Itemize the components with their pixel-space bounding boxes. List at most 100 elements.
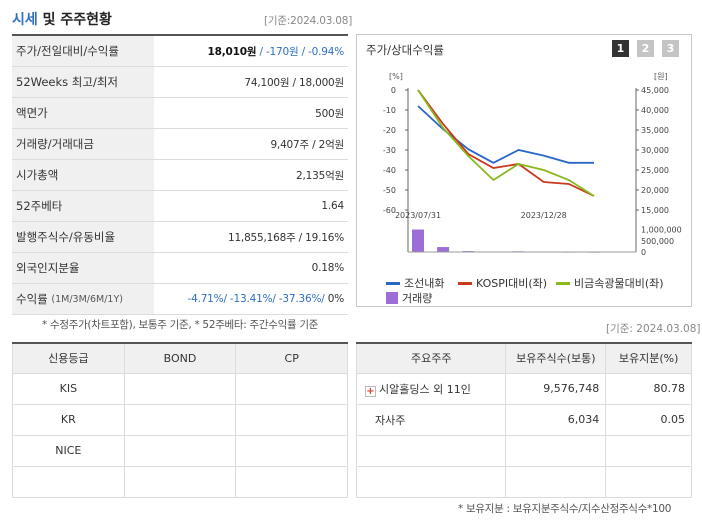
holder-name-cell: [355, 465, 507, 498]
quote-key: 액면가: [12, 98, 154, 128]
agency-cell: KIS: [12, 372, 125, 405]
series-line-0: [417, 105, 594, 164]
table-header-row: 신용등급 BOND CP: [12, 342, 348, 374]
chart-tab-1[interactable]: 1: [612, 40, 629, 57]
left-tick-label: -10: [383, 106, 396, 115]
holder-shares: [505, 434, 607, 467]
right-tick-label: 20,000: [641, 186, 669, 195]
quote-value: 2,135억원: [296, 169, 344, 182]
legend-item-volume: 거래량: [386, 290, 432, 306]
left-tick-label: -50: [383, 186, 396, 195]
legend-label: 거래량: [402, 292, 433, 305]
bond-cell: [123, 372, 237, 405]
section-title-highlight: 시세: [12, 12, 38, 28]
chart-title: 주가/상대수익률: [366, 43, 444, 57]
right-tick-label: 30,000: [641, 146, 669, 155]
holder-name[interactable]: 시알홀딩스 외 11인: [379, 382, 471, 396]
right-axis-unit: [원]: [654, 72, 668, 81]
holder-pct: [605, 465, 692, 498]
holder-pct: 80.78: [605, 372, 692, 405]
table-row: + 시알홀딩스 외 11인 9,576,748 80.78: [355, 372, 692, 405]
right-tick-label: 15,000: [641, 206, 669, 215]
left-axis-unit: [%]: [389, 72, 403, 81]
quote-row-shares: 발행주식수/유동비율 11,855,168주 / 19.16%: [12, 222, 348, 253]
legend-item-company: 조선내화: [386, 275, 444, 291]
left-tick-label: -60: [383, 206, 396, 215]
x-tick-label: 2023/07/31: [395, 211, 441, 220]
legend-item-kospi: KOSPI대비(좌): [458, 275, 547, 291]
column-header: 신용등급: [12, 342, 125, 374]
legend-swatch: [386, 292, 398, 304]
quote-value: 74,100원 / 18,000원: [244, 76, 344, 89]
holder-name-cell: 자사주: [355, 403, 507, 436]
column-header: BOND: [123, 342, 237, 374]
holder-shares: 9,576,748: [505, 372, 607, 405]
left-tick-label: 0: [391, 86, 396, 95]
reference-date: [기준:2024.03.08]: [264, 15, 353, 27]
quote-row-foreign: 외국인지분율 0.18%: [12, 253, 348, 284]
quote-row-volume: 거래량/거래대금 9,407주 / 2억원: [12, 129, 348, 160]
table-row: [12, 465, 348, 498]
legend-label: 조선내화: [404, 277, 445, 290]
quote-value: 9,407주 / 2억원: [270, 138, 344, 151]
table-header-row: 주요주주 보유주식수(보통) 보유지분(%): [355, 342, 692, 374]
column-header: 보유지분(%): [605, 342, 692, 374]
holder-pct: [605, 434, 692, 467]
volume-tick-label: 500,000: [641, 237, 674, 246]
table-row: KIS: [12, 372, 348, 405]
volume-tick-label: 0: [641, 248, 646, 257]
right-tick-label: 45,000: [641, 86, 669, 95]
right-tick-label: 25,000: [641, 166, 669, 175]
left-tick-label: -40: [383, 166, 396, 175]
table-row: [355, 434, 692, 467]
quote-key-sub: (1M/3M/6M/1Y): [51, 293, 123, 305]
volume-bar: [412, 229, 424, 252]
expand-plus-icon[interactable]: +: [365, 385, 376, 397]
chart-panel: [356, 34, 692, 307]
returns-values: -4.71%/ -13.41%/ -37.36%/: [187, 293, 325, 305]
shareholders-table: 주요주주 보유주식수(보통) 보유지분(%) + 시알홀딩스 외 11인 9,57…: [355, 342, 692, 498]
quote-row-returns: 수익률 (1M/3M/6M/1Y) -4.71%/ -13.41%/ -37.3…: [12, 284, 348, 315]
quote-key: 52주베타: [12, 191, 154, 221]
table-row: [355, 465, 692, 498]
left-tick-label: -20: [383, 126, 396, 135]
table-row: KR: [12, 403, 348, 436]
legend-swatch: [458, 281, 472, 285]
quote-key: 거래량/거래대금: [12, 129, 154, 159]
section-title-rest: 및 주주현황: [37, 12, 112, 28]
returns-tail: 0%: [324, 293, 344, 305]
cp-cell: [235, 403, 348, 436]
chart-tab-2[interactable]: 2: [637, 40, 654, 57]
legend-label: KOSPI대비(좌): [476, 277, 548, 290]
holder-shares: [505, 465, 607, 498]
quote-key: 발행주식수/유동비율: [12, 222, 154, 252]
quote-row-beta: 52주베타 1.64: [12, 191, 348, 222]
volume-tick-label: 1,000,000: [641, 226, 682, 235]
agency-cell: NICE: [12, 434, 125, 467]
holder-name: 자사주: [375, 413, 406, 427]
chart-tab-3[interactable]: 3: [662, 40, 679, 57]
quote-row-par-value: 액면가 500원: [12, 98, 348, 129]
price-change: / -170원 / -0.94%: [256, 45, 344, 58]
bond-cell: [123, 434, 237, 467]
right-tick-label: 40,000: [641, 106, 669, 115]
series-line-1: [417, 89, 595, 197]
column-header: 보유주식수(보통): [505, 342, 607, 374]
cp-cell: [235, 465, 348, 498]
series-line-2: [417, 89, 595, 197]
quote-key: 외국인지분율: [12, 253, 154, 283]
quote-value: 18,010원 / -170원 / -0.94%: [154, 44, 348, 59]
quote-key: 시가총액: [12, 160, 154, 190]
quote-footnote: * 수정주가(차트포함), 보통주 기준, * 52주베타: 주간수익률 기준: [42, 319, 319, 331]
table-row: 자사주 6,034 0.05: [355, 403, 692, 436]
right-tick-label: 35,000: [641, 126, 669, 135]
quote-row-52weeks: 52Weeks 최고/최저 74,100원 / 18,000원: [12, 67, 348, 98]
reference-date-2: [기준: 2024.03.08]: [606, 323, 701, 335]
quote-key: 수익률 (1M/3M/6M/1Y): [12, 284, 154, 314]
shareholders-footnote: * 보유지분 : 보유지분주식수/지수산정주식수*100: [458, 503, 672, 515]
quote-row-price: 주가/전일대비/수익률 18,010원 / -170원 / -0.94%: [12, 36, 348, 67]
volume-bar: [437, 247, 450, 252]
quote-key: 주가/전일대비/수익률: [12, 36, 154, 66]
bond-cell: [123, 465, 237, 498]
legend-label: 비금속광물대비(좌): [574, 277, 664, 290]
